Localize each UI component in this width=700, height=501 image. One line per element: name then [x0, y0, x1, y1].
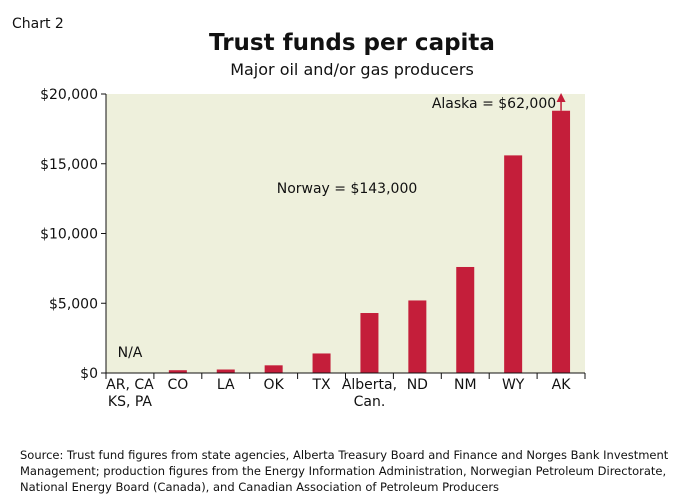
y-tick-label: $5,000: [49, 296, 98, 312]
x-axis: AR, CA KS, PA CO LA OK TX Alberta, Can. ND NM WY AK: [105, 372, 586, 410]
bars: [168, 110, 571, 374]
y-tick-label: $20,000: [40, 87, 98, 103]
y-axis: $0 $5,000 $10,000 $15,000 $20,000: [40, 87, 107, 382]
na-annotation: N/A: [118, 345, 143, 361]
source-note: Source: Trust fund figures from state ag…: [20, 448, 669, 494]
bar: [552, 110, 571, 374]
x-tick-label: TX: [311, 377, 331, 393]
bar: [264, 365, 283, 373]
bar: [360, 313, 379, 373]
y-tick-label: $0: [80, 366, 98, 382]
x-tick-label: WY: [502, 377, 525, 393]
x-tick-label: NM: [454, 377, 477, 393]
chart-subtitle: Major oil and/or gas producers: [230, 60, 474, 79]
bar: [216, 369, 235, 373]
alaska-overflow-arrow-icon: [556, 93, 566, 111]
x-tick-label: CO: [167, 377, 188, 393]
alaska-annotation: Alaska = $62,000: [432, 96, 556, 112]
y-tick-label: $10,000: [40, 227, 98, 243]
bar: [504, 155, 523, 373]
bar: [312, 353, 331, 373]
x-tick-label: LA: [217, 377, 235, 393]
x-tick-label: Alberta, Can.: [342, 377, 397, 410]
bar: [456, 266, 475, 373]
x-tick-label: OK: [264, 377, 285, 393]
x-tick-label: ND: [407, 377, 428, 393]
chart-number-label: Chart 2: [12, 16, 64, 32]
x-tick-label: AK: [552, 377, 572, 393]
bar: [408, 300, 427, 373]
chart-title: Trust funds per capita: [209, 30, 495, 56]
x-tick-label: AR, CA KS, PA: [106, 377, 154, 410]
norway-annotation: Norway = $143,000: [277, 181, 418, 197]
bar: [168, 370, 187, 373]
y-tick-label: $15,000: [40, 157, 98, 173]
